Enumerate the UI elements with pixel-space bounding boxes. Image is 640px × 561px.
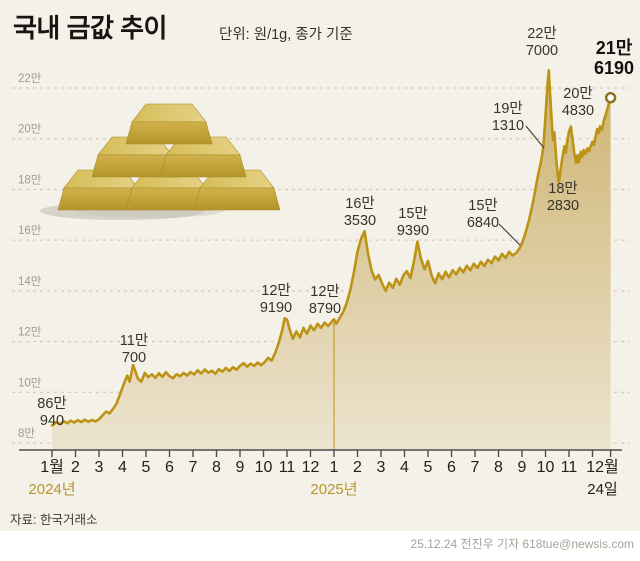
chart-unit-note: 단위: 원/1g, 종가 기준 <box>219 27 353 43</box>
x-axis-label: 12월 <box>586 458 619 476</box>
price-annotation: 18만 2830 <box>546 181 580 214</box>
y-axis-label: 14만 <box>18 275 42 288</box>
y-axis-label: 18만 <box>18 173 42 186</box>
x-axis-label: 9 <box>518 459 527 476</box>
x-axis-label: 2 <box>353 459 362 476</box>
x-axis-label: 3 <box>95 459 104 476</box>
price-annotation: 20만 4830 <box>561 86 595 119</box>
year-label: 2024년 <box>28 481 75 498</box>
x-axis-label: 10 <box>255 459 273 476</box>
y-axis-label: 16만 <box>18 224 42 237</box>
x-axis-label: 7 <box>471 459 480 476</box>
y-axis-label: 22만 <box>18 72 42 85</box>
price-annotation: 15만 6840 <box>466 198 500 231</box>
price-annotation: 12만 8790 <box>308 284 342 317</box>
price-annotation: 11만 700 <box>119 333 149 366</box>
annotation-leader <box>498 223 521 246</box>
x-axis-label: 1 <box>330 459 339 476</box>
gold-ingot <box>125 103 213 145</box>
x-axis-label: 9 <box>236 459 245 476</box>
price-annotation: 19만 1310 <box>491 101 525 134</box>
x-axis-label: 6 <box>447 459 456 476</box>
latest-price-marker <box>604 91 617 104</box>
x-axis-label: 12 <box>302 459 320 476</box>
x-axis-label: 4 <box>118 459 127 476</box>
x-axis-label: 3 <box>377 459 386 476</box>
x-axis-label: 8 <box>494 459 503 476</box>
price-area <box>52 70 611 451</box>
x-axis-label: 11 <box>279 459 296 476</box>
chart-title: 국내 금값 추이 <box>13 13 167 43</box>
price-annotation: 86만 940 <box>37 396 67 429</box>
price-line <box>50 69 612 427</box>
byline: 25.12.24 전진우 기자 618tue@newsis.com <box>410 537 634 551</box>
gold-bars-illustration <box>40 103 281 220</box>
x-axis-label: 10 <box>537 459 555 476</box>
x-axis-label: 4 <box>400 459 409 476</box>
x-axis-label: 8 <box>212 459 221 476</box>
x-axis-label: 1월 <box>40 458 64 476</box>
x-axis-label: 6 <box>165 459 174 476</box>
footer-strip <box>0 531 640 561</box>
annotation-leader <box>525 125 545 149</box>
x-axis-label: 5 <box>424 459 433 476</box>
x-axis-label: 2 <box>71 459 80 476</box>
year-label: 2025년 <box>310 481 357 498</box>
x-axis-label: 11 <box>561 459 578 476</box>
day-label: 24일 <box>587 481 618 498</box>
x-axis-label: 5 <box>142 459 151 476</box>
y-axis-label: 20만 <box>18 123 42 136</box>
y-axis-label: 12만 <box>18 326 42 339</box>
price-annotation: 16만 3530 <box>343 196 377 229</box>
price-annotation: 15만 9390 <box>396 206 430 239</box>
price-annotation: 22만 7000 <box>525 26 559 59</box>
latest-price-callout: 21만 6190 <box>593 38 635 78</box>
price-annotation: 12만 9190 <box>259 283 293 316</box>
y-axis-label: 8만 <box>18 427 35 440</box>
x-axis-label: 7 <box>189 459 198 476</box>
y-axis-label: 10만 <box>18 376 42 389</box>
source-note: 자료: 한국거래소 <box>10 513 98 527</box>
